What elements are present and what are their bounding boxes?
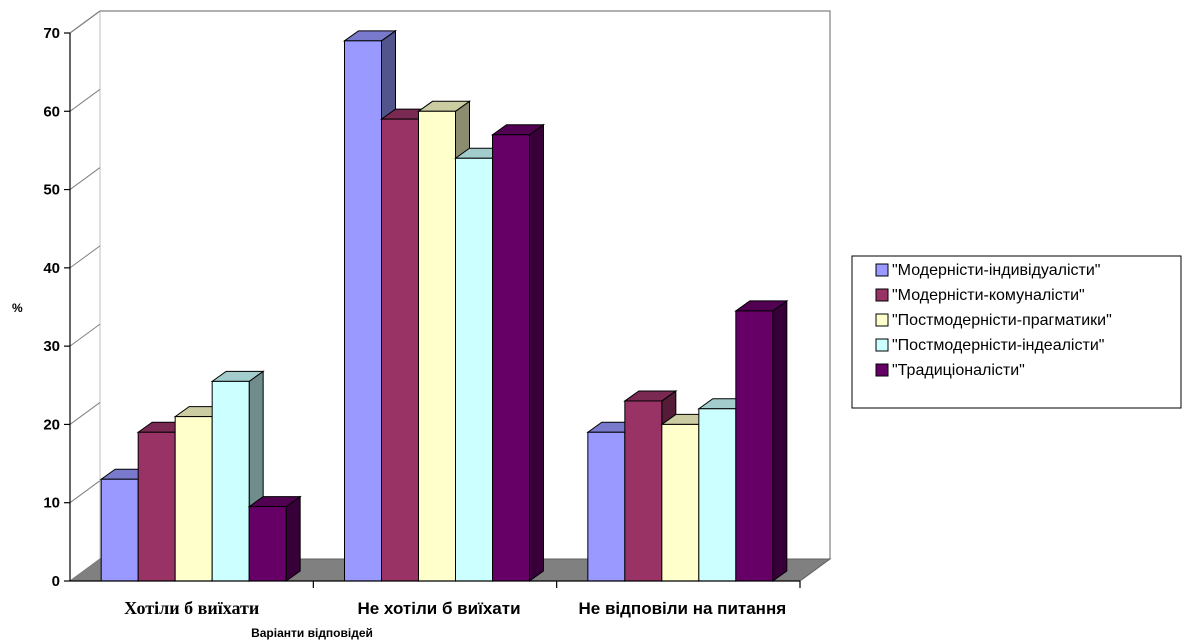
legend-swatch — [875, 288, 889, 302]
bar-front — [381, 118, 419, 582]
bar-side — [285, 495, 301, 582]
y-tick-wall-line — [69, 323, 101, 347]
bar-front — [174, 416, 213, 582]
bar-front — [344, 40, 382, 582]
y-tick-label: 0 — [52, 573, 60, 590]
legend-swatch — [875, 338, 889, 352]
y-tick-label: 30 — [43, 338, 60, 355]
bar — [734, 299, 789, 582]
bar-front — [455, 157, 493, 582]
bar-side — [772, 299, 788, 582]
bar-front — [587, 431, 626, 582]
x-category-label: Хотіли б виїхати — [124, 598, 259, 618]
y-tick-label: 40 — [43, 260, 60, 277]
y-tick-wall-line — [69, 245, 101, 269]
bar-front — [735, 310, 774, 582]
legend-label: "Модерністи-комуналісти" — [892, 287, 1085, 304]
y-tick-wall-line — [69, 88, 101, 112]
bar — [247, 495, 302, 582]
y-tick-label: 50 — [43, 182, 60, 199]
bar-front — [100, 478, 139, 582]
y-tick-wall-line — [69, 480, 101, 504]
bar — [490, 123, 546, 582]
bar-front — [248, 506, 287, 582]
y-tick-label: 20 — [43, 416, 60, 433]
legend: "Модерністи-індивідуалісти" "Модерністи-к… — [851, 255, 1182, 409]
x-category-label: Не хотіли б виїхати — [357, 599, 520, 618]
axes — [64, 32, 801, 588]
bar-front — [418, 110, 456, 582]
bar-series-group — [99, 29, 789, 582]
bar-front — [137, 431, 176, 582]
bar-front — [698, 408, 737, 582]
y-tick-label: 70 — [43, 25, 60, 42]
y-tick-wall-line — [69, 10, 101, 34]
bar-front — [624, 400, 663, 582]
legend-swatch — [875, 263, 889, 277]
bar-front — [211, 380, 250, 582]
legend-box — [851, 255, 1182, 409]
y-tick-labels: 0 10 20 30 40 50 60 70 — [43, 25, 60, 590]
y-tick-wall-line — [69, 558, 101, 582]
y-tick-wall-line — [69, 167, 101, 190]
x-category-labels: Хотіли б виїхати Не хотіли б виїхати Не ві… — [124, 598, 786, 618]
x-category-label: Не відповіли на питання — [579, 599, 787, 618]
legend-swatch — [875, 313, 889, 327]
legend-label: "Традиціоналісти" — [892, 362, 1025, 379]
bar-front — [492, 134, 530, 582]
legend-label: "Модерністи-індивідуалісти" — [892, 262, 1100, 279]
bar-side — [529, 123, 544, 582]
y-axis-title: % — [12, 301, 23, 315]
legend-swatch — [875, 363, 889, 377]
bar-front — [661, 423, 700, 582]
y-tick-wall-line — [69, 402, 101, 425]
y-tick-label: 60 — [43, 103, 60, 120]
legend-label: "Постмодерністи-індеалісти" — [892, 337, 1104, 354]
y-tick-label: 10 — [43, 495, 60, 512]
x-axis-title: Варіанти відповідей — [251, 626, 373, 640]
legend-label: "Постмодерністи-прагматики" — [892, 312, 1112, 329]
